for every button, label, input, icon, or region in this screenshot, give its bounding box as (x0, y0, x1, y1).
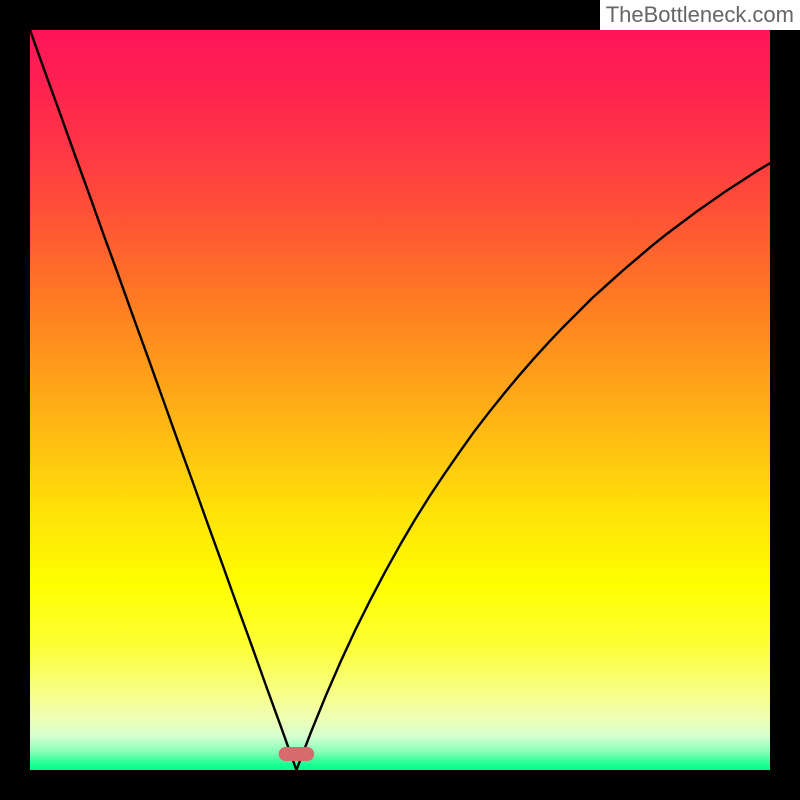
plot-area-background (30, 30, 770, 770)
chart-stage: TheBottleneck.com (0, 0, 800, 800)
chart-svg (0, 0, 800, 800)
watermark-label: TheBottleneck.com (600, 0, 800, 30)
valley-marker (279, 747, 315, 761)
